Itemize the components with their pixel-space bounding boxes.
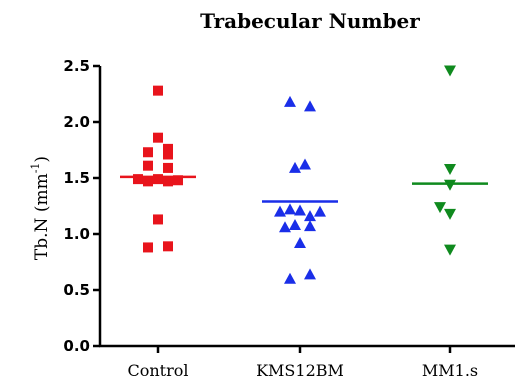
data-point-triangle [284,95,296,107]
x-tick-label: Control [127,361,188,380]
y-axis-label: Tb.N (mm-1) [29,156,52,260]
data-point-square [143,147,153,158]
data-point-square [173,175,183,186]
x-tick-label: KMS12BM [256,361,344,380]
axes: 0.0 0.5 1.0 1.5 2.0 2.5 Control KMS12BM MM1.s [63,57,515,380]
y-tick-label: 0.5 [63,281,90,299]
data-point-triangle [289,219,301,231]
data-point-square [163,162,173,173]
y-tick-label: 0.0 [63,337,90,355]
data-point-triangle [304,100,316,112]
data-point-triangle [274,205,286,217]
data-point-triangle-down [444,244,456,256]
data-point-triangle-down [444,65,456,77]
data-point-triangle [294,204,306,216]
data-point-square [153,85,163,96]
data-point-square [153,174,163,185]
data-point-square [143,242,153,253]
data-point-square [153,132,163,143]
data-point-square [163,241,173,252]
data-point-triangle-down [434,202,446,214]
y-axis-label-main: Tb.N (mm [32,173,52,260]
data-point-triangle [304,210,316,222]
data-point-triangle-down [444,208,456,220]
y-tick-label: 1.0 [63,225,90,243]
y-tick-label: 2.5 [63,57,90,75]
data-point-square [133,174,143,185]
data-point-triangle [284,272,296,284]
data-point-triangle [284,203,296,215]
data-point-square [153,214,163,225]
data-point-triangle-down [444,164,456,176]
data-point-triangle [279,221,291,233]
data-point-triangle-down [444,179,456,191]
data-point-square [143,160,153,171]
y-axis-label-close: ) [32,156,52,163]
data-point-triangle [314,205,326,217]
mean-lines [120,175,488,203]
data-point-triangle [304,268,316,280]
data-point-triangle [304,220,316,232]
data-point-triangle [294,236,306,248]
data-point-square [163,176,173,187]
data-point-triangle [299,158,311,170]
x-tick-label: MM1.s [422,361,478,380]
y-axis-label-sup: -1 [29,163,42,174]
data-point-square [163,143,173,154]
data-point-square [143,176,153,187]
chart-title: Trabecular Number [200,9,420,33]
y-tick-label: 1.5 [63,169,90,187]
data-point-square [163,149,173,160]
y-tick-label: 2.0 [63,113,90,131]
data-point-triangle [289,161,301,173]
data-marks [133,65,456,284]
